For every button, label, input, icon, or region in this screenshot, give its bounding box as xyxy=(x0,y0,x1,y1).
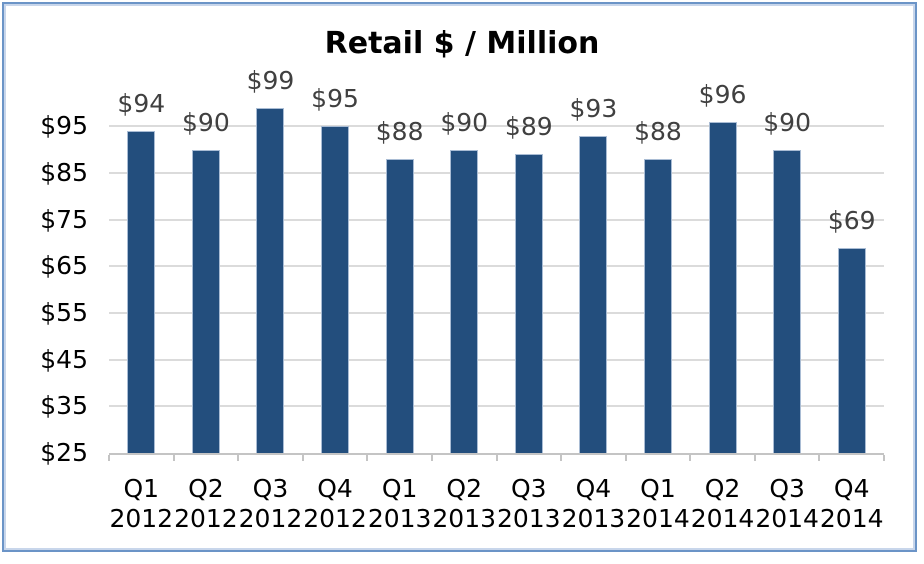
x-axis-category-label-line: Q3 xyxy=(252,474,289,503)
x-axis-category-label-line: 2014 xyxy=(819,504,884,533)
y-axis-tick-label: $35 xyxy=(40,391,88,421)
bar xyxy=(514,154,543,453)
x-axis-category-label-line: 2014 xyxy=(626,504,690,533)
x-axis-category-label-line: 2013 xyxy=(496,504,561,533)
bar-value-label: $96 xyxy=(698,79,747,109)
bar xyxy=(191,149,220,453)
x-axis-category-label: Q3 2013 xyxy=(484,474,574,534)
x-axis-category-label-line: 2013 xyxy=(367,504,432,533)
x-axis-line xyxy=(109,453,884,455)
x-axis-tick-mark xyxy=(560,455,563,461)
x-axis-tick-mark xyxy=(301,455,304,461)
x-axis-category-label-line: Q2 xyxy=(446,474,482,503)
bar-value-label: $90 xyxy=(763,107,811,137)
bar xyxy=(579,135,608,453)
x-axis-category-label-line: Q1 xyxy=(640,474,676,503)
bar xyxy=(837,247,866,453)
x-axis-tick-mark xyxy=(366,455,369,461)
x-axis-category-label-line: 2014 xyxy=(690,504,755,533)
x-axis-tick-mark xyxy=(495,455,498,461)
chart-frame xyxy=(2,2,917,552)
y-axis-tick-label: $55 xyxy=(40,298,88,327)
y-gridline xyxy=(109,358,884,361)
chart-frame-inner-border xyxy=(4,4,915,550)
x-axis-category-label: Q3 2014 xyxy=(742,474,832,534)
chart-title: Retail $ / Million xyxy=(324,26,600,61)
y-axis-tick-label: $85 xyxy=(40,158,88,187)
y-gridline xyxy=(109,265,884,268)
x-axis-tick-mark xyxy=(818,455,821,461)
y-axis-tick-label: $65 xyxy=(40,251,88,281)
bar xyxy=(385,159,414,453)
x-axis-category-label-line: 2012 xyxy=(174,504,238,533)
y-gridline xyxy=(109,218,884,221)
bar-value-label: $93 xyxy=(569,93,618,123)
x-axis-category-label-line: 2012 xyxy=(109,504,174,533)
x-axis-category-label-line: Q2 xyxy=(188,474,224,503)
y-axis-tick-label: $75 xyxy=(40,204,88,234)
y-gridline xyxy=(109,125,884,128)
y-gridline xyxy=(109,172,884,174)
x-axis-category-label-line: Q1 xyxy=(381,474,418,503)
y-axis-tick-label: $45 xyxy=(40,344,88,374)
x-axis-tick-mark xyxy=(237,455,240,461)
bar xyxy=(708,121,737,453)
x-axis-category-label-line: 2012 xyxy=(303,504,367,533)
x-axis-category-label-line: Q3 xyxy=(769,474,805,503)
y-axis-tick-label: $25 xyxy=(40,438,88,467)
bar-value-label: $95 xyxy=(311,84,359,114)
y-gridline xyxy=(109,405,884,408)
x-axis-category-label: Q2 2013 xyxy=(419,474,509,534)
x-axis-tick-mark xyxy=(108,455,110,461)
x-axis-category-label-line: 2013 xyxy=(561,504,626,533)
bar-value-label: $69 xyxy=(827,205,876,235)
x-axis-category-label-line: Q4 xyxy=(575,474,612,503)
x-axis-category-label: Q2 2012 xyxy=(161,474,251,534)
x-axis-category-label: Q3 2012 xyxy=(225,474,315,534)
bar-value-label: $90 xyxy=(182,107,230,137)
bar xyxy=(321,126,350,453)
bar-value-label: $89 xyxy=(504,112,553,142)
x-axis-category-label-line: 2014 xyxy=(755,504,819,533)
x-axis-category-label: Q4 2012 xyxy=(290,474,380,534)
x-axis-category-label-line: Q4 xyxy=(317,474,353,503)
x-axis-tick-mark xyxy=(753,455,756,461)
x-axis-category-label-line: Q3 xyxy=(510,474,547,503)
x-axis-category-label: Q2 2014 xyxy=(678,474,768,534)
x-axis-tick-mark xyxy=(689,455,692,461)
x-axis-category-label-line: Q4 xyxy=(833,474,870,503)
x-axis-category-label: Q1 2012 xyxy=(96,474,186,534)
x-axis-category-label: Q4 2014 xyxy=(807,474,897,534)
bar-value-label: $94 xyxy=(117,89,166,118)
bar-value-label: $99 xyxy=(246,65,295,95)
x-axis-tick-mark xyxy=(430,455,433,461)
y-gridline xyxy=(109,312,884,314)
x-axis-category-label: Q4 2013 xyxy=(548,474,638,534)
bar-value-label: $90 xyxy=(440,107,489,137)
x-axis-tick-mark xyxy=(624,455,627,461)
x-axis-category-label-line: 2013 xyxy=(432,504,497,533)
bar xyxy=(773,149,802,453)
x-axis-category-label: Q1 2013 xyxy=(355,474,445,534)
bar xyxy=(450,149,479,453)
x-axis-category-label-line: Q2 xyxy=(704,474,741,503)
bar-value-label: $88 xyxy=(375,117,424,146)
bar xyxy=(643,159,672,453)
x-axis-tick-mark xyxy=(172,455,175,461)
x-axis-tick-mark xyxy=(883,455,885,461)
y-axis-tick-label: $95 xyxy=(40,111,88,141)
bar-value-label: $88 xyxy=(634,117,682,146)
x-axis-category-label: Q1 2014 xyxy=(613,474,703,534)
bar xyxy=(127,131,156,453)
x-axis-category-label-line: 2012 xyxy=(238,504,303,533)
x-axis-category-label-line: Q1 xyxy=(123,474,160,503)
bar xyxy=(256,107,285,453)
